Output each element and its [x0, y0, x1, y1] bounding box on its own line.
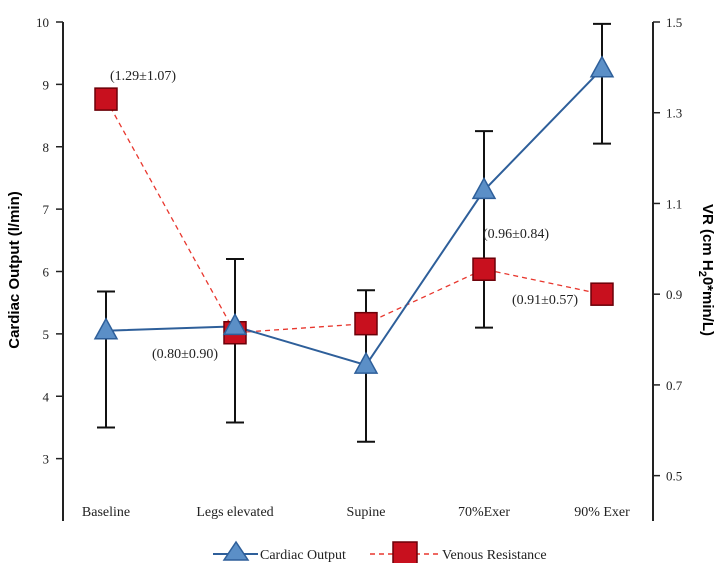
series-lines — [105, 68, 603, 367]
category-label-baseline: Baseline — [82, 505, 130, 520]
venous-resistance-point-70-exer — [472, 257, 496, 281]
right-tick-label: 0.5 — [666, 469, 682, 484]
legend-label-cardiac-output: Cardiac Output — [260, 548, 346, 563]
left-tick-label: 8 — [43, 140, 50, 155]
left-axis-label: Cardiac Output (l/min) — [6, 191, 23, 349]
category-label-70-exer: 70%Exer — [458, 505, 510, 520]
right-tick-label: 1.3 — [666, 106, 682, 121]
venous-resistance-point-90-exer — [590, 282, 614, 306]
legend-triangle-icon — [222, 540, 250, 561]
legend: Cardiac Output Venous Resistance — [213, 540, 547, 563]
right-tick-label: 1.1 — [666, 196, 682, 211]
right-tick-label: 1.5 — [666, 15, 682, 30]
left-tick-label: 6 — [43, 265, 50, 280]
legend-item-venous-resistance: Venous Resistance — [370, 541, 547, 563]
legend-label-venous-resistance: Venous Resistance — [442, 548, 547, 563]
cardiac-output-point-90-exer — [589, 55, 615, 78]
legend-item-cardiac-output: Cardiac Output — [213, 540, 346, 563]
venous-resistance-point-baseline — [94, 87, 118, 111]
left-tick-label: 5 — [43, 327, 50, 342]
left-tick-label: 3 — [43, 452, 50, 467]
cardiac-output-point-legs-elevated — [222, 312, 248, 336]
axes: 3 4 5 6 7 8 9 10 0.5 0.7 0.9 1.1 1.3 1.5 — [36, 15, 683, 521]
cardiac-output-point-supine — [353, 351, 379, 374]
series-markers — [93, 55, 615, 374]
legend-square-icon — [392, 541, 418, 563]
left-axis-ticks: 3 4 5 6 7 8 9 10 — [36, 15, 63, 467]
annotation-70-exer: (0.96±0.84) — [483, 227, 549, 242]
annotation-90-exer: (0.91±0.57) — [512, 293, 578, 308]
annotation-baseline: (1.29±1.07) — [110, 69, 176, 84]
right-tick-label: 0.7 — [666, 378, 683, 393]
category-label-90-exer: 90% Exer — [574, 505, 630, 520]
series-line-cardiac-output — [105, 68, 603, 367]
left-tick-label: 10 — [36, 15, 49, 30]
cardiac-output-point-70-exer — [471, 176, 497, 200]
right-axis-ticks: 0.5 0.7 0.9 1.1 1.3 1.5 — [653, 15, 683, 484]
category-label-legs-elevated: Legs elevated — [196, 505, 273, 520]
x-axis-categories: Baseline Legs elevated Supine 70%Exer 90% Ex… — [82, 505, 630, 520]
venous-resistance-point-supine — [354, 311, 378, 336]
right-axis-label: VR (cm H20*min/L) — [696, 204, 716, 336]
left-tick-label: 4 — [43, 389, 50, 404]
category-label-supine: Supine — [347, 505, 386, 520]
left-tick-label: 7 — [43, 202, 50, 217]
right-tick-label: 0.9 — [666, 287, 682, 302]
cardiac-output-point-baseline — [93, 317, 119, 340]
left-tick-label: 9 — [43, 77, 50, 92]
annotation-legs-elevated: (0.80±0.90) — [152, 347, 218, 362]
